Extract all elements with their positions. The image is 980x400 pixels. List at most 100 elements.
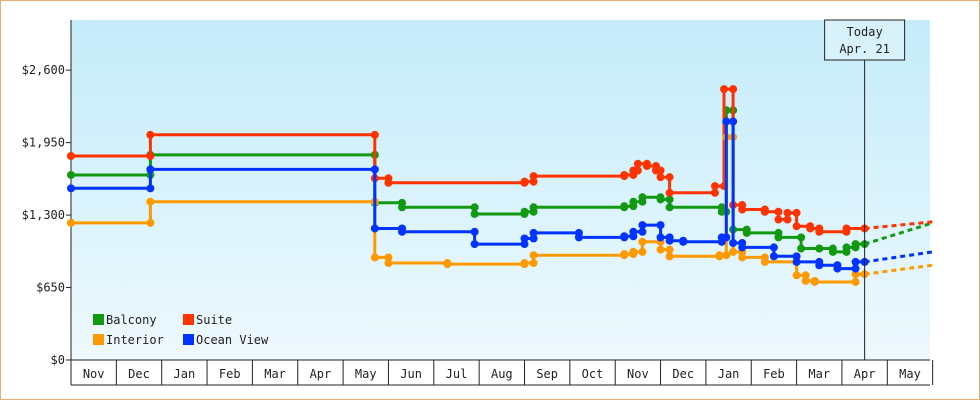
data-point (620, 250, 629, 259)
data-point (620, 170, 629, 179)
series-suite (67, 85, 933, 236)
data-point (146, 130, 155, 139)
data-point (729, 247, 738, 256)
data-point (842, 243, 851, 252)
data-point (842, 224, 851, 233)
legend-swatch (183, 334, 194, 345)
data-point (738, 243, 747, 252)
data-point (710, 188, 719, 197)
today-label: Today (847, 25, 883, 39)
data-point (620, 202, 629, 211)
x-tick-label: Dec (672, 367, 694, 381)
data-point (398, 227, 407, 236)
data-point (470, 240, 479, 249)
x-tick-label: Mar (264, 367, 286, 381)
y-tick-label: $2,600 (22, 63, 65, 77)
data-point (792, 252, 801, 261)
y-axis: $0 $650 $1,300 $1,950 $2,600 (22, 20, 72, 367)
data-point (792, 222, 801, 231)
x-tick-label: Jan (174, 367, 196, 381)
x-tick-label: May (355, 367, 377, 381)
data-point (851, 240, 860, 249)
data-point (529, 251, 538, 260)
y-tick-label: $0 (51, 353, 65, 367)
data-point (774, 207, 783, 216)
data-point (815, 244, 824, 253)
x-axis: Nov Dec Jan Feb Mar Apr May Jun Jul Aug Sep Oct Nov D… (70, 359, 934, 386)
y-tick-label: $1,950 (22, 136, 65, 150)
legend-label: Suite (196, 313, 232, 327)
legend-swatch (183, 314, 194, 325)
data-point (828, 247, 837, 256)
series-lines (67, 85, 934, 286)
legend: Balcony Suite Interior Ocean View (93, 313, 269, 347)
x-tick-label: Nov (627, 367, 649, 381)
data-point (629, 227, 638, 236)
data-point (574, 233, 583, 242)
data-point (656, 173, 665, 182)
data-point (769, 252, 778, 261)
data-point (738, 253, 747, 262)
data-point (443, 260, 452, 269)
x-tick-label: Dec (128, 367, 150, 381)
data-point (398, 203, 407, 212)
projection-line (864, 221, 934, 246)
data-point (370, 253, 379, 262)
x-tick-label: Jun (400, 367, 422, 381)
data-point (738, 205, 747, 214)
data-point (722, 233, 731, 242)
data-point (529, 259, 538, 268)
legend-label: Ocean View (196, 333, 269, 347)
data-point (801, 276, 810, 285)
today-date: Apr. 21 (839, 42, 890, 56)
x-tick-label: Apr (310, 367, 332, 381)
data-point (742, 228, 751, 237)
data-point (638, 227, 647, 236)
data-point (67, 184, 75, 193)
data-point (783, 215, 792, 224)
y-tick-label: $1,300 (22, 208, 65, 222)
projection-line (864, 220, 933, 230)
data-point (783, 208, 792, 217)
data-point (520, 177, 529, 186)
data-point (851, 270, 860, 279)
x-tick-label: Aug (491, 367, 513, 381)
data-point (146, 152, 155, 160)
data-point (633, 159, 642, 168)
data-point (729, 117, 738, 126)
data-point (851, 264, 860, 273)
data-point (792, 257, 801, 266)
data-point (520, 234, 529, 243)
data-point (720, 85, 729, 94)
data-point (620, 232, 629, 241)
x-tick-label: May (899, 367, 921, 381)
data-point (774, 233, 783, 242)
data-point (529, 234, 538, 243)
data-point (851, 257, 860, 266)
x-tick-label: Sep (536, 367, 558, 381)
x-tick-label: Feb (763, 367, 785, 381)
data-point (851, 277, 860, 286)
data-point (656, 245, 665, 254)
plot-area (71, 20, 930, 360)
data-point (67, 170, 75, 179)
data-point (774, 215, 783, 224)
data-point (638, 193, 647, 202)
data-point (384, 178, 393, 187)
data-point (529, 203, 538, 212)
data-point (67, 218, 75, 227)
legend-label: Balcony (106, 313, 157, 327)
data-point (760, 207, 769, 216)
data-point (769, 243, 778, 252)
x-tick-label: Mar (808, 367, 830, 381)
data-point (642, 162, 651, 171)
data-point (629, 247, 638, 256)
data-point (665, 252, 674, 261)
data-point (806, 224, 815, 233)
legend-swatch (93, 334, 104, 345)
data-point (529, 228, 538, 237)
data-point (146, 165, 155, 174)
data-point (665, 188, 674, 197)
data-point (370, 165, 379, 174)
data-point (665, 203, 674, 212)
